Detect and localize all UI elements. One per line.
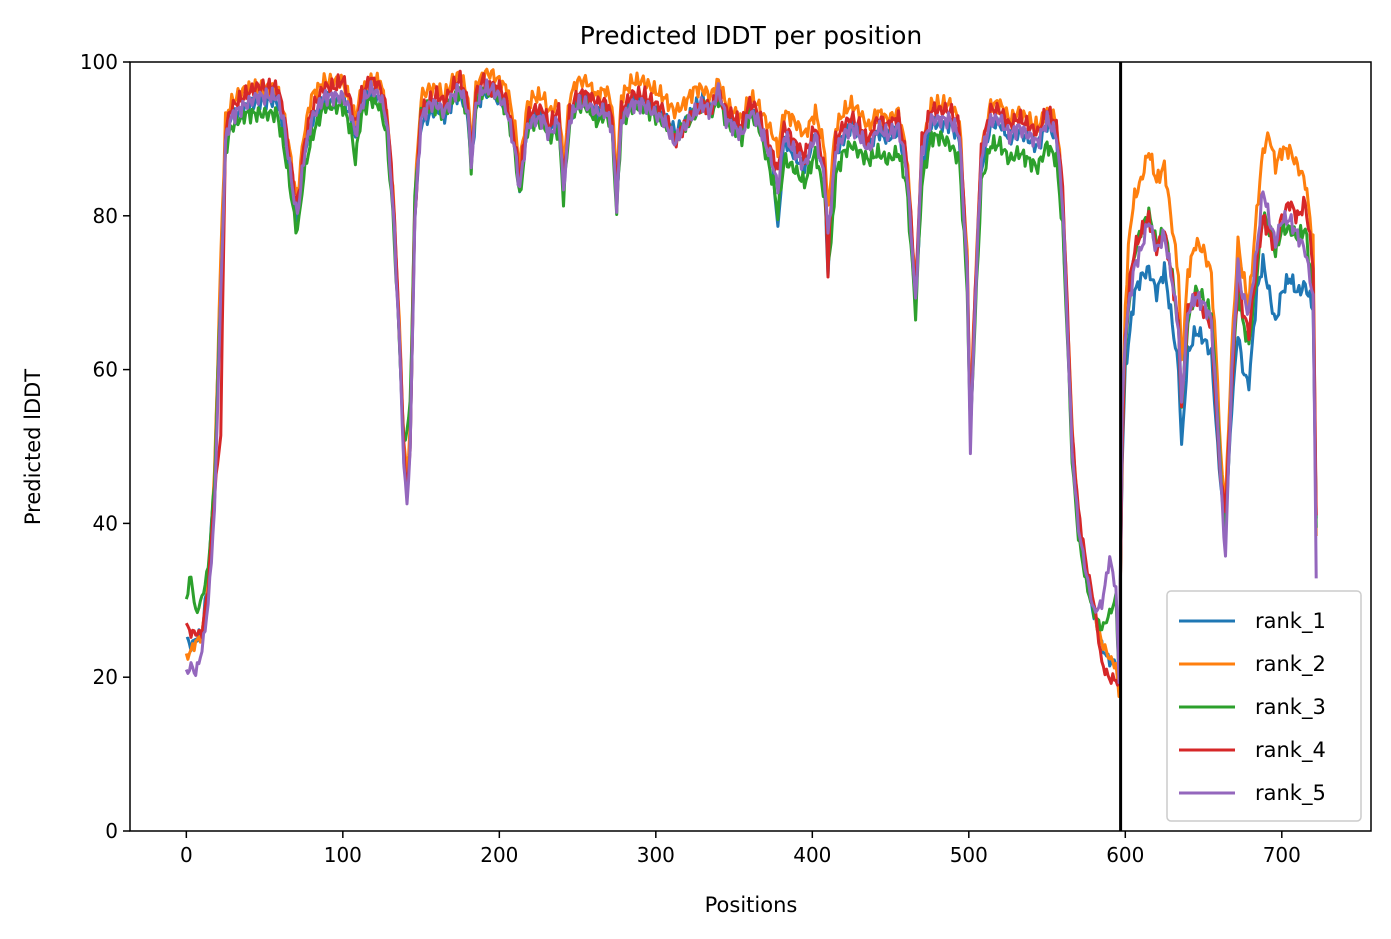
x-tick-label-400: 400 (793, 843, 831, 867)
y-tick-label-60: 60 (93, 358, 118, 382)
legend-label-rank_5: rank_5 (1255, 781, 1326, 806)
y-tick-label-0: 0 (105, 819, 118, 843)
legend-label-rank_3: rank_3 (1255, 695, 1326, 720)
legend-label-rank_2: rank_2 (1255, 652, 1326, 677)
chart-title: Predicted lDDT per position (580, 21, 922, 50)
legend-box (1166, 590, 1362, 822)
y-tick-label-20: 20 (93, 665, 118, 689)
y-tick-label-40: 40 (93, 511, 118, 535)
y-axis: 0 20 40 60 80 100 (80, 50, 130, 843)
x-tick-label-0: 0 (180, 843, 193, 867)
plot-area (129, 61, 1372, 832)
x-axis: 0 100 200 300 400 500 600 700 (180, 831, 1301, 867)
series-layer (184, 67, 1318, 698)
y-axis-title: Predicted lDDT (21, 369, 45, 525)
plot-frame (129, 61, 1372, 832)
legend-label-rank_1: rank_1 (1255, 609, 1326, 634)
legend-label-rank_4: rank_4 (1255, 738, 1326, 763)
x-tick-label-200: 200 (480, 843, 518, 867)
y-tick-label-80: 80 (93, 204, 118, 228)
y-tick-label-100: 100 (80, 50, 118, 74)
series-line-rank_5 (184, 78, 1318, 684)
x-axis-title: Positions (705, 893, 798, 917)
x-tick-label-100: 100 (324, 843, 362, 867)
x-tick-label-300: 300 (637, 843, 675, 867)
x-tick-label-600: 600 (1106, 843, 1144, 867)
x-tick-label-700: 700 (1263, 843, 1301, 867)
x-tick-label-500: 500 (950, 843, 988, 867)
legend: rank_1 rank_2 rank_3 rank_4 rank_5 (1166, 590, 1362, 822)
